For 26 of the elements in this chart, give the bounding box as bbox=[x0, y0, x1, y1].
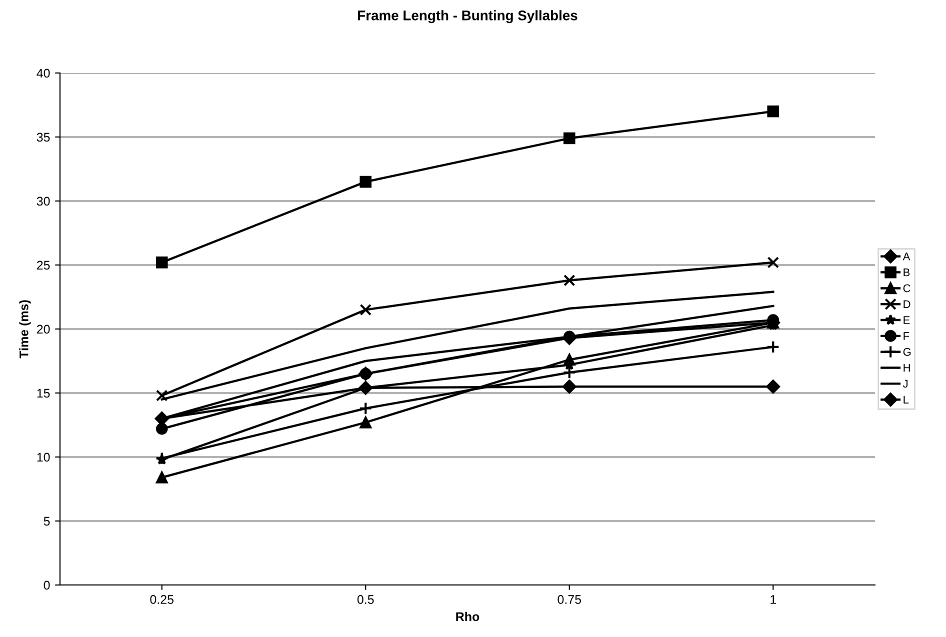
legend-label: D bbox=[904, 300, 910, 308]
y-axis-title: Time (ms) bbox=[19, 300, 31, 358]
legend-label: G bbox=[903, 348, 911, 356]
y-tick-label: 35 bbox=[36, 132, 50, 142]
y-tick-label: 40 bbox=[36, 68, 50, 78]
legend-label: F bbox=[904, 332, 910, 340]
y-tick-label: 5 bbox=[44, 516, 50, 526]
chart-title: Frame Length - Bunting Syllables bbox=[358, 10, 578, 24]
y-tick-label: 10 bbox=[37, 452, 50, 462]
x-tick-label: 0.5 bbox=[357, 595, 374, 604]
x-tick-label: 0.25 bbox=[150, 595, 174, 604]
y-tick-label: 25 bbox=[37, 260, 50, 270]
legend-label: B bbox=[904, 268, 910, 276]
x-tick-label: 1 bbox=[770, 595, 776, 604]
y-tick-label: 30 bbox=[36, 196, 50, 206]
legend-label: J bbox=[902, 380, 908, 388]
legend-label: E bbox=[904, 316, 910, 324]
y-tick-label: 15 bbox=[37, 388, 50, 398]
y-tick-label: 20 bbox=[37, 324, 50, 334]
legend-label: H bbox=[904, 364, 910, 372]
x-axis-title: Rho bbox=[456, 612, 480, 622]
x-tick-label: 0.75 bbox=[558, 595, 582, 604]
legend-label: L bbox=[904, 396, 909, 404]
y-tick-label: 0 bbox=[44, 580, 50, 590]
legend-label: C bbox=[903, 284, 910, 292]
legend-label: A bbox=[902, 252, 910, 260]
